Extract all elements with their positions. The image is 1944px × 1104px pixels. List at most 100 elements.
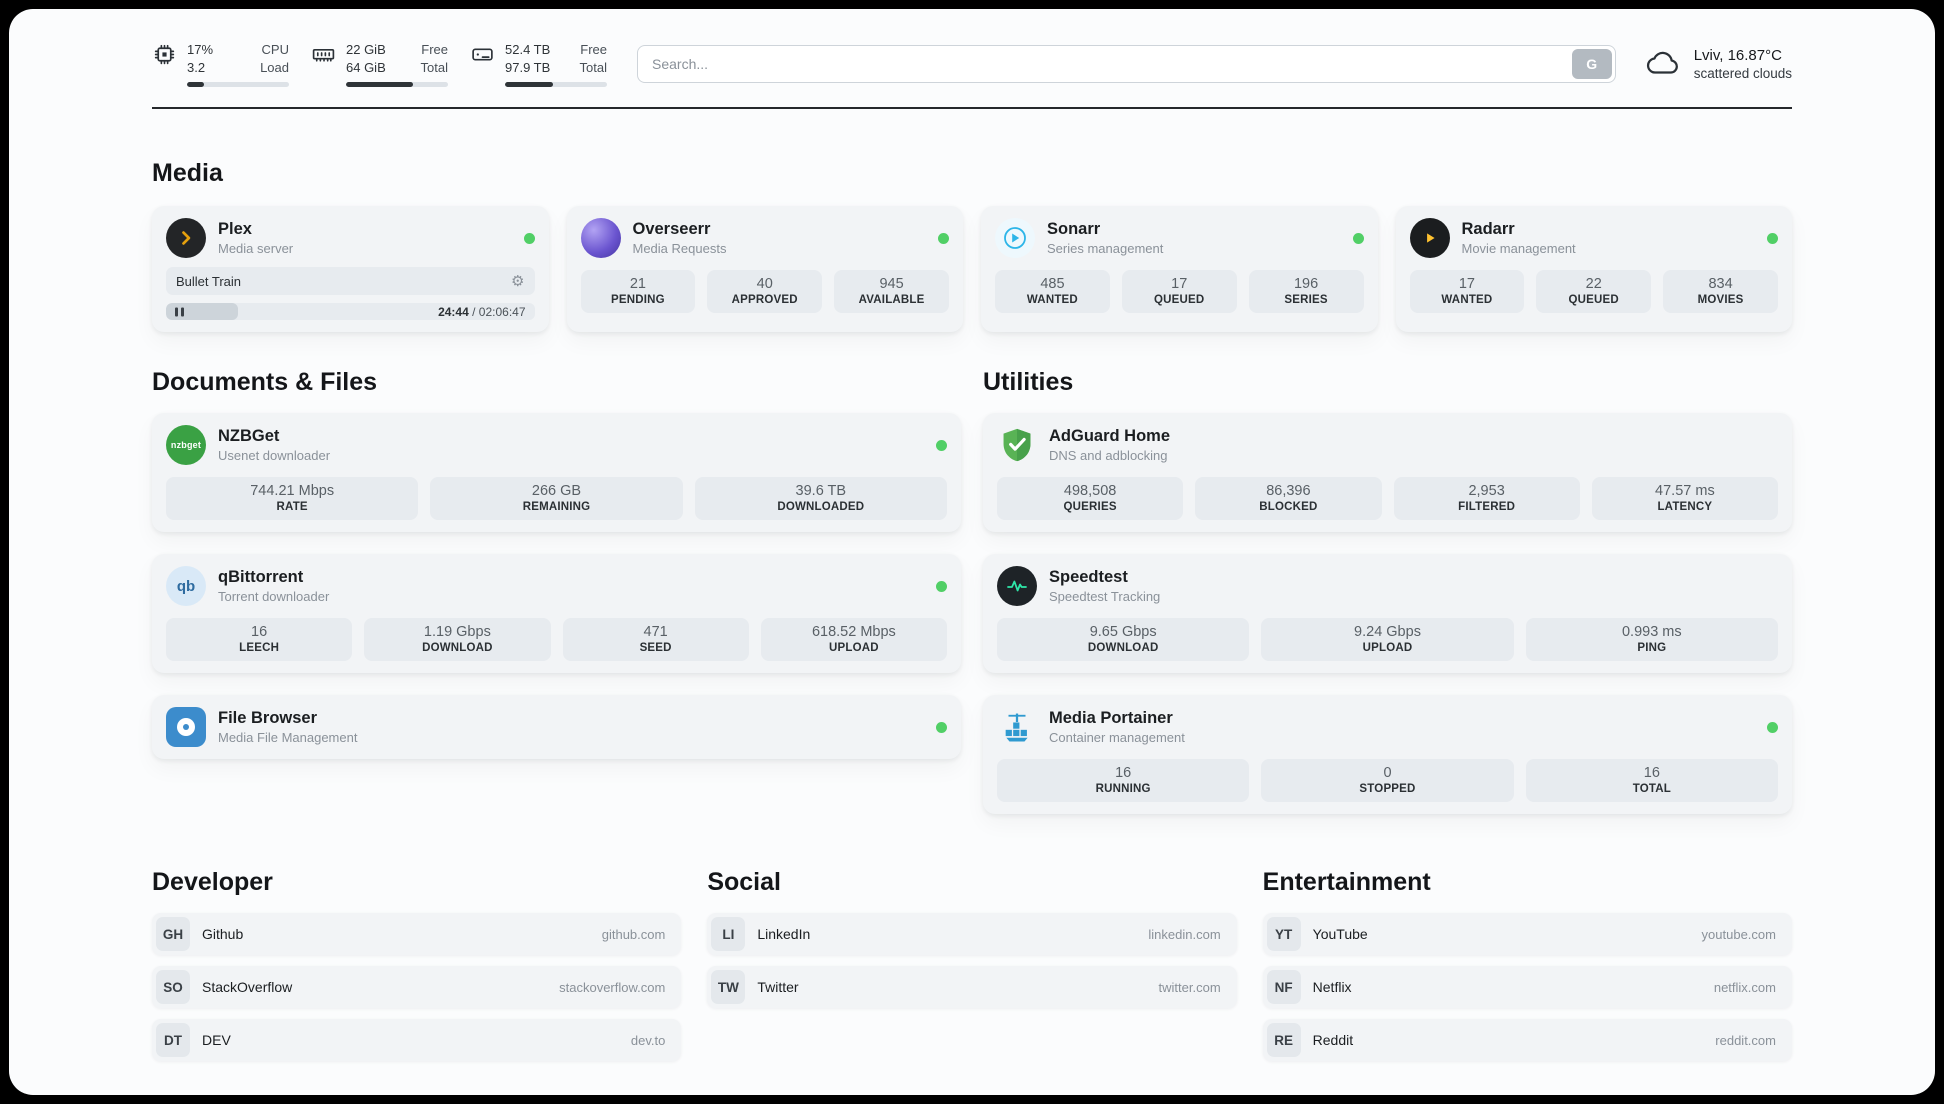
card-subtitle: Series management [1047, 241, 1164, 257]
status-dot [1352, 232, 1364, 244]
card-title: Speedtest [1049, 568, 1128, 587]
service-card-sonarr[interactable]: Sonarr Series management 485 WANTED 17 QUE… [981, 206, 1378, 333]
service-card-adguard[interactable]: AdGuard Home DNS and adblocking 498,508 Q… [983, 413, 1792, 533]
bookmark-github[interactable]: GH Github github.com [152, 913, 682, 956]
stat-tile-approved: 40 APPROVED [707, 270, 823, 314]
bookmark-youtube[interactable]: YT YouTube youtube.com [1262, 913, 1792, 956]
weather-condition: scattered clouds [1693, 66, 1792, 82]
service-card-qbittorrent[interactable]: qb qBittorrent Torrent downloader 16 LEEC… [152, 554, 961, 674]
disk-usage-bar [505, 82, 607, 88]
card-subtitle: Media Requests [632, 241, 727, 257]
bookmark-name: Netflix [1312, 979, 1352, 996]
stat-tile-available: 945 AVAILABLE [834, 270, 949, 314]
nzbget-icon: nzbget [166, 425, 206, 466]
card-title: AdGuard Home [1049, 427, 1171, 446]
speedtest-icon [997, 566, 1037, 607]
disk-stat: 52.4 TB Free 97.9 TB Total [470, 41, 607, 88]
gear-icon[interactable]: ⚙ [511, 272, 525, 290]
ram-usage-bar [346, 82, 448, 88]
weather-location-temp: Lviv, 16.87°C [1693, 47, 1782, 65]
bookmark-name: Twitter [757, 979, 799, 996]
card-title: Radarr [1461, 220, 1515, 239]
status-dot [938, 232, 949, 244]
cpu-usage-bar [187, 82, 289, 88]
stat-tile-rate: 744.21 Mbps RATE [166, 477, 419, 521]
bookmark-group-social: Social LI LinkedIn linkedin.com TW Twitt… [707, 868, 1237, 1061]
cpu-load-label: Load [260, 60, 289, 76]
top-bar: 17% CPU 3.2 Load 22 GiB Free 64 GiB [152, 9, 1792, 88]
playback-progress-bar[interactable]: 24:44 / 02:06:47 [166, 303, 535, 321]
bookmark-url: github.com [601, 926, 666, 942]
stat-tile-filtered: 2,953 FILTERED [1393, 477, 1580, 521]
service-card-speedtest[interactable]: Speedtest Speedtest Tracking 9.65 Gbps DO… [983, 554, 1792, 674]
service-card-overseerr[interactable]: Overseerr Media Requests 21 PENDING 40 APP… [566, 206, 963, 333]
bookmark-netflix[interactable]: NF Netflix netflix.com [1262, 966, 1792, 1009]
pause-icon[interactable] [175, 307, 184, 317]
card-subtitle: Movie management [1461, 241, 1576, 257]
bookmark-url: youtube.com [1701, 926, 1776, 942]
dashboard-page: 17% CPU 3.2 Load 22 GiB Free 64 GiB [9, 9, 1935, 1095]
stat-tile-wanted: 17 WANTED [1409, 270, 1525, 314]
stat-tile-download: 1.19 Gbps DOWNLOAD [364, 618, 551, 662]
stat-tile-blocked: 86,396 BLOCKED [1195, 477, 1382, 521]
service-card-filebrowser[interactable]: File Browser Media File Management [152, 695, 961, 760]
bookmark-abbr: DT [156, 1023, 190, 1058]
search-input[interactable] [637, 45, 1616, 84]
now-playing-row: Bullet Train ⚙ [166, 267, 535, 296]
service-card-plex[interactable]: Plex Media server Bullet Train ⚙ 24:44 /… [152, 206, 549, 333]
cpu-usage-value: 17% [187, 42, 214, 57]
disk-free-label: Free [580, 42, 607, 57]
card-subtitle: Torrent downloader [218, 589, 330, 605]
section-title-media: Media [152, 159, 223, 188]
stat-tile-leech: 16 LEECH [166, 618, 353, 662]
bookmark-url: twitter.com [1158, 979, 1221, 995]
service-card-nzbget[interactable]: nzbget NZBGet Usenet downloader 744.21 M… [152, 413, 961, 533]
bookmark-abbr: LI [711, 917, 746, 952]
disk-total-value: 97.9 TB [505, 60, 551, 76]
cloud-icon [1646, 47, 1682, 82]
bookmark-stackoverflow[interactable]: SO StackOverflow stackoverflow.com [152, 966, 682, 1009]
card-title: Overseerr [632, 220, 711, 239]
bookmark-abbr: GH [156, 917, 190, 952]
status-dot [1767, 721, 1778, 733]
stat-tile-stopped: 0 STOPPED [1261, 759, 1514, 803]
bookmark-url: dev.to [630, 1032, 666, 1048]
bookmark-abbr: TW [711, 970, 746, 1005]
bookmark-twitter[interactable]: TW Twitter twitter.com [707, 966, 1237, 1009]
ram-icon [311, 42, 336, 72]
portainer-icon [997, 707, 1037, 747]
card-title: Sonarr [1047, 220, 1101, 239]
card-title: File Browser [218, 709, 318, 728]
adguard-icon [997, 425, 1037, 465]
service-card-radarr[interactable]: Radarr Movie management 17 WANTED 22 QUEUE… [1395, 206, 1792, 333]
search-engine-button[interactable]: G [1571, 49, 1612, 80]
weather-widget[interactable]: Lviv, 16.87°C scattered clouds [1646, 47, 1792, 82]
status-dot [936, 721, 947, 733]
bookmark-group-developer: Developer GH Github github.com SO StackO… [152, 868, 682, 1062]
stat-tile-running: 16 RUNNING [997, 759, 1250, 803]
service-card-portainer[interactable]: Media Portainer Container management 16 R… [983, 695, 1792, 815]
disk-free-value: 52.4 TB [505, 42, 551, 57]
system-stats: 17% CPU 3.2 Load 22 GiB Free 64 GiB [152, 41, 607, 88]
card-title: NZBGet [218, 427, 280, 446]
stat-tile-downloaded: 39.6 TB DOWNLOADED [694, 477, 947, 521]
card-title: qBittorrent [218, 568, 304, 587]
stat-tile-download: 9.65 Gbps DOWNLOAD [997, 618, 1250, 662]
stat-tile-total: 16 TOTAL [1525, 759, 1778, 803]
cpu-load-value: 3.2 [187, 60, 206, 76]
bookmark-url: stackoverflow.com [559, 979, 666, 995]
stat-tile-queued: 17 QUEUED [1121, 270, 1237, 314]
bookmark-dev[interactable]: DT DEV dev.to [152, 1019, 682, 1062]
ram-free-label: Free [421, 42, 448, 57]
bookmark-name: Reddit [1312, 1032, 1354, 1049]
stat-tile-remaining: 266 GB REMAINING [430, 477, 683, 521]
status-dot [1767, 232, 1778, 244]
bookmark-linkedin[interactable]: LI LinkedIn linkedin.com [707, 913, 1237, 956]
card-subtitle: Media server [218, 241, 294, 257]
status-dot [523, 232, 535, 244]
qbittorrent-icon: qb [166, 566, 206, 607]
stat-tile-upload: 9.24 Gbps UPLOAD [1261, 618, 1514, 662]
bookmark-reddit[interactable]: RE Reddit reddit.com [1262, 1019, 1792, 1062]
card-subtitle: DNS and adblocking [1049, 448, 1168, 464]
playback-time: 24:44 / 02:06:47 [438, 304, 526, 319]
